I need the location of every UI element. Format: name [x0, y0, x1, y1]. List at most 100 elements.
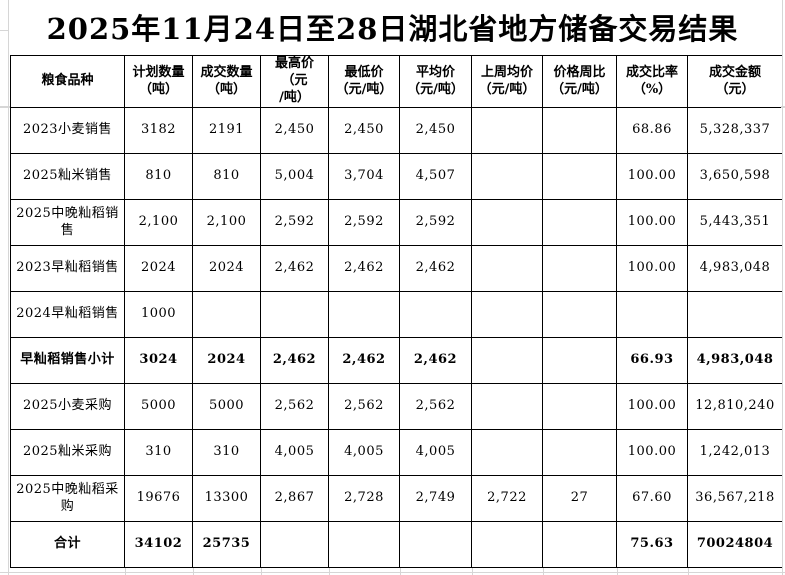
cell-last-week-avg[interactable] [471, 383, 543, 430]
column-header-price-wow[interactable]: 价格周比 （元/吨） [542, 55, 617, 108]
cell-deal-ratio[interactable]: 100.00 [616, 199, 688, 246]
cell-deal-ratio[interactable]: 100.00 [616, 383, 688, 430]
cell-min-price[interactable]: 4,005 [328, 429, 400, 476]
cell-deal-amount[interactable]: 3,650,598 [687, 153, 783, 200]
cell-last-week-avg[interactable] [471, 291, 543, 338]
cell-planned-qty[interactable]: 19676 [124, 475, 193, 522]
cell-deal-ratio[interactable]: 66.93 [616, 337, 688, 384]
cell-min-price[interactable]: 3,704 [328, 153, 400, 200]
column-header-avg-price[interactable]: 平均价 （元/吨） [399, 55, 472, 108]
cell-avg-price[interactable]: 2,462 [399, 337, 472, 384]
cell-traded-qty[interactable] [192, 291, 261, 338]
cell-traded-qty[interactable]: 310 [192, 429, 261, 476]
cell-last-week-avg[interactable] [471, 337, 543, 384]
column-header-max-price[interactable]: 最高价 （元 /吨） [260, 55, 329, 108]
cell-deal-ratio[interactable]: 100.00 [616, 429, 688, 476]
cell-last-week-avg[interactable] [471, 153, 543, 200]
cell-variety[interactable]: 2025中晚籼稻采购 [10, 475, 125, 522]
cell-traded-qty[interactable]: 810 [192, 153, 261, 200]
cell-min-price[interactable]: 2,462 [328, 245, 400, 292]
cell-max-price[interactable]: 2,450 [260, 107, 329, 154]
cell-deal-amount[interactable]: 4,983,048 [687, 245, 783, 292]
cell-avg-price[interactable]: 2,592 [399, 199, 472, 246]
cell-variety[interactable]: 合计 [10, 521, 125, 568]
cell-price-wow[interactable] [542, 521, 617, 568]
cell-variety[interactable]: 2025中晚籼稻销售 [10, 199, 125, 246]
column-header-traded-qty[interactable]: 成交数量 （吨） [192, 55, 261, 108]
cell-price-wow[interactable] [542, 153, 617, 200]
cell-traded-qty[interactable]: 25735 [192, 521, 261, 568]
cell-variety[interactable]: 2025籼米采购 [10, 429, 125, 476]
cell-deal-amount[interactable]: 5,328,337 [687, 107, 783, 154]
cell-avg-price[interactable]: 4,005 [399, 429, 472, 476]
cell-last-week-avg[interactable] [471, 107, 543, 154]
cell-variety[interactable]: 2023小麦销售 [10, 107, 125, 154]
column-header-deal-ratio[interactable]: 成交比率 （%） [616, 55, 688, 108]
cell-last-week-avg[interactable] [471, 199, 543, 246]
cell-deal-ratio[interactable]: 75.63 [616, 521, 688, 568]
cell-min-price[interactable]: 2,592 [328, 199, 400, 246]
cell-deal-ratio[interactable]: 67.60 [616, 475, 688, 522]
cell-last-week-avg[interactable] [471, 521, 543, 568]
cell-avg-price[interactable]: 4,507 [399, 153, 472, 200]
column-header-min-price[interactable]: 最低价 （元/吨） [328, 55, 400, 108]
cell-deal-amount[interactable]: 70024804 [687, 521, 783, 568]
cell-last-week-avg[interactable] [471, 429, 543, 476]
cell-planned-qty[interactable]: 810 [124, 153, 193, 200]
cell-price-wow[interactable] [542, 383, 617, 430]
cell-min-price[interactable]: 2,450 [328, 107, 400, 154]
cell-price-wow[interactable] [542, 429, 617, 476]
cell-min-price[interactable] [328, 521, 400, 568]
column-header-deal-amount[interactable]: 成交金额 （元） [687, 55, 783, 108]
cell-deal-amount[interactable]: 12,810,240 [687, 383, 783, 430]
cell-traded-qty[interactable]: 13300 [192, 475, 261, 522]
cell-price-wow[interactable] [542, 245, 617, 292]
cell-planned-qty[interactable]: 34102 [124, 521, 193, 568]
cell-price-wow[interactable] [542, 291, 617, 338]
cell-planned-qty[interactable]: 2,100 [124, 199, 193, 246]
cell-deal-ratio[interactable]: 100.00 [616, 153, 688, 200]
cell-avg-price[interactable] [399, 521, 472, 568]
cell-max-price[interactable]: 5,004 [260, 153, 329, 200]
cell-traded-qty[interactable]: 5000 [192, 383, 261, 430]
cell-planned-qty[interactable]: 5000 [124, 383, 193, 430]
cell-variety[interactable]: 早籼稻销售小计 [10, 337, 125, 384]
cell-max-price[interactable]: 2,592 [260, 199, 329, 246]
cell-min-price[interactable]: 2,728 [328, 475, 400, 522]
cell-max-price[interactable] [260, 291, 329, 338]
cell-planned-qty[interactable]: 310 [124, 429, 193, 476]
cell-min-price[interactable]: 2,562 [328, 383, 400, 430]
cell-price-wow[interactable] [542, 199, 617, 246]
cell-variety[interactable]: 2023早籼稻销售 [10, 245, 125, 292]
cell-last-week-avg[interactable]: 2,722 [471, 475, 543, 522]
cell-planned-qty[interactable]: 3024 [124, 337, 193, 384]
cell-max-price[interactable] [260, 521, 329, 568]
cell-max-price[interactable]: 4,005 [260, 429, 329, 476]
cell-avg-price[interactable] [399, 291, 472, 338]
cell-deal-amount[interactable] [687, 291, 783, 338]
cell-max-price[interactable]: 2,462 [260, 337, 329, 384]
cell-deal-amount[interactable]: 36,567,218 [687, 475, 783, 522]
cell-price-wow[interactable] [542, 337, 617, 384]
cell-planned-qty[interactable]: 1000 [124, 291, 193, 338]
column-header-planned-qty[interactable]: 计划数量 （吨） [124, 55, 193, 108]
cell-avg-price[interactable]: 2,450 [399, 107, 472, 154]
cell-price-wow[interactable]: 27 [542, 475, 617, 522]
cell-avg-price[interactable]: 2,462 [399, 245, 472, 292]
cell-deal-amount[interactable]: 4,983,048 [687, 337, 783, 384]
cell-deal-ratio[interactable]: 68.86 [616, 107, 688, 154]
cell-variety[interactable]: 2024早籼稻销售 [10, 291, 125, 338]
cell-traded-qty[interactable]: 2024 [192, 337, 261, 384]
cell-price-wow[interactable] [542, 107, 617, 154]
cell-planned-qty[interactable]: 3182 [124, 107, 193, 154]
cell-avg-price[interactable]: 2,749 [399, 475, 472, 522]
cell-last-week-avg[interactable] [471, 245, 543, 292]
cell-traded-qty[interactable]: 2,100 [192, 199, 261, 246]
cell-avg-price[interactable]: 2,562 [399, 383, 472, 430]
cell-max-price[interactable]: 2,562 [260, 383, 329, 430]
cell-deal-amount[interactable]: 1,242,013 [687, 429, 783, 476]
cell-traded-qty[interactable]: 2191 [192, 107, 261, 154]
cell-planned-qty[interactable]: 2024 [124, 245, 193, 292]
cell-deal-ratio[interactable]: 100.00 [616, 245, 688, 292]
column-header-variety[interactable]: 粮食品种 [10, 55, 125, 108]
